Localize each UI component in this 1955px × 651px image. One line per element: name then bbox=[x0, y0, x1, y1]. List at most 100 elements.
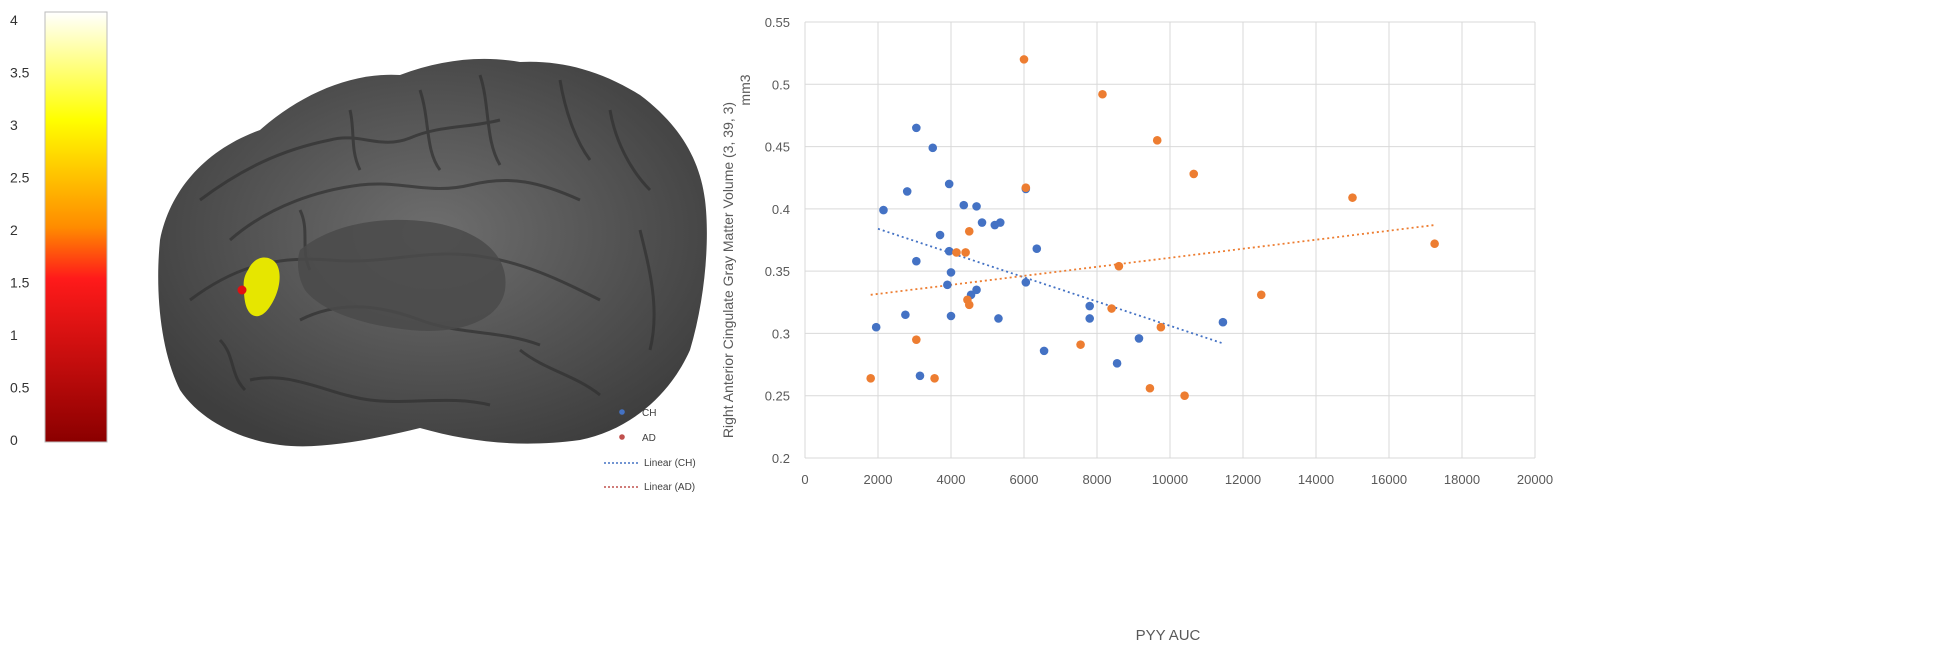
colorbar-tick-label: 0.5 bbox=[10, 380, 30, 396]
data-point-ad bbox=[961, 248, 970, 257]
colorbar-ticks: 4 3.5 3 2.5 2 1.5 1 0.5 0 bbox=[10, 12, 30, 448]
data-point-ad bbox=[1156, 322, 1166, 332]
data-point-ad bbox=[1430, 239, 1439, 249]
data-point-ad bbox=[1107, 304, 1116, 313]
legend-marker-ch bbox=[619, 409, 625, 415]
y-tick-label: 0.2 bbox=[772, 451, 790, 466]
x-tick-label: 4000 bbox=[937, 472, 966, 487]
legend-marker-ad bbox=[619, 434, 625, 440]
colorbar-tick-label: 4 bbox=[10, 12, 18, 28]
data-point-ch bbox=[959, 200, 969, 210]
data-point-ad bbox=[866, 373, 875, 383]
legend-item-ad: AD bbox=[619, 433, 656, 444]
data-point-ch bbox=[946, 268, 956, 277]
x-tick-label: 0 bbox=[801, 472, 808, 487]
data-point-ch bbox=[944, 179, 954, 189]
data-point-ch bbox=[946, 311, 956, 321]
y-tick-label: 0.45 bbox=[765, 140, 790, 155]
legend-item-ch: CH bbox=[619, 408, 656, 419]
legend-item-linear-ch: Linear (CH) bbox=[604, 458, 696, 469]
x-tick-label: 2000 bbox=[864, 472, 893, 487]
x-tick-label: 6000 bbox=[1010, 472, 1039, 487]
colorbar-gradient bbox=[44, 11, 108, 443]
x-axis-title: PYY AUC bbox=[1136, 627, 1201, 644]
chart-grid bbox=[804, 21, 1536, 459]
data-point-ad bbox=[964, 300, 974, 310]
legend-label-ad: AD bbox=[642, 433, 656, 444]
legend-label-linear-ch: Linear (CH) bbox=[644, 458, 696, 469]
activation-cluster bbox=[243, 257, 280, 317]
data-point-ad bbox=[1348, 193, 1357, 202]
colorbar-tick-label: 2.5 bbox=[10, 170, 30, 186]
y-tick-label: 0.55 bbox=[765, 15, 790, 30]
data-point-ch bbox=[935, 230, 945, 240]
data-point-ch bbox=[1085, 314, 1094, 323]
data-point-ad bbox=[1180, 391, 1189, 401]
y-tick-label: 0.4 bbox=[772, 202, 790, 217]
data-point-ch bbox=[902, 187, 912, 196]
data-point-ad bbox=[1019, 55, 1029, 64]
data-point-ch bbox=[1032, 244, 1042, 254]
data-point-ch bbox=[977, 218, 987, 227]
y-axis-title-line1: Right Anterior Cingulate Gray Matter Vol… bbox=[720, 102, 736, 438]
x-tick-label: 18000 bbox=[1444, 472, 1480, 487]
legend: CH AD Linear (CH) Linear (AD) bbox=[604, 408, 696, 493]
x-tick-label: 14000 bbox=[1298, 472, 1334, 487]
data-point-ad bbox=[1256, 290, 1266, 300]
data-point-ch bbox=[1039, 346, 1049, 356]
data-point-ad bbox=[912, 335, 921, 344]
data-point-ch bbox=[1112, 359, 1122, 368]
y-axis-title-line2: mm3 bbox=[737, 74, 753, 105]
data-point-ch bbox=[879, 205, 888, 215]
y-tick-label: 0.5 bbox=[772, 77, 790, 92]
colorbar-tick-label: 1.5 bbox=[10, 275, 30, 291]
data-point-ch bbox=[944, 246, 954, 256]
chart-trendlines bbox=[870, 224, 1435, 345]
data-point-ad bbox=[952, 248, 961, 257]
data-point-ch bbox=[928, 143, 938, 153]
chart-points bbox=[866, 55, 1439, 401]
data-point-ch bbox=[871, 322, 881, 332]
data-point-ch bbox=[1134, 334, 1144, 343]
chart-tick-labels: 0 2000 4000 6000 8000 10000 12000 14000 16000 180… bbox=[765, 15, 1553, 487]
data-point-ad bbox=[1189, 169, 1199, 179]
data-point-ch bbox=[912, 123, 921, 133]
y-tick-label: 0.35 bbox=[765, 264, 790, 279]
data-point-ad bbox=[964, 226, 974, 236]
data-point-ch bbox=[912, 256, 921, 266]
data-point-ch bbox=[1021, 278, 1031, 287]
trendline-ad bbox=[870, 224, 1435, 296]
legend-label-ch: CH bbox=[642, 408, 656, 419]
colorbar-tick-label: 0 bbox=[10, 432, 18, 448]
colorbar-tick-label: 2 bbox=[10, 222, 18, 238]
legend-label-linear-ad: Linear (AD) bbox=[644, 482, 695, 493]
data-point-ad bbox=[1098, 89, 1107, 99]
x-tick-label: 10000 bbox=[1152, 472, 1188, 487]
data-point-ch bbox=[994, 314, 1003, 323]
data-point-ch bbox=[1085, 301, 1094, 311]
data-point-ad bbox=[930, 373, 939, 383]
x-tick-label: 16000 bbox=[1371, 472, 1407, 487]
y-tick-label: 0.25 bbox=[765, 389, 790, 404]
data-point-ad bbox=[1145, 383, 1155, 393]
peak-marker bbox=[237, 285, 247, 295]
data-point-ch bbox=[972, 202, 981, 211]
data-point-ch bbox=[901, 310, 910, 320]
colorbar-tick-label: 3.5 bbox=[10, 65, 30, 81]
x-tick-label: 20000 bbox=[1517, 472, 1553, 487]
colorbar-tick-label: 1 bbox=[10, 327, 18, 343]
legend-item-linear-ad: Linear (AD) bbox=[604, 482, 695, 493]
data-point-ad bbox=[1021, 183, 1031, 192]
data-point-ch bbox=[995, 218, 1005, 227]
colorbar-tick-label: 3 bbox=[10, 117, 18, 133]
trendline-ch bbox=[877, 227, 1224, 345]
data-point-ad bbox=[1076, 340, 1085, 349]
brain-render bbox=[158, 58, 707, 447]
x-tick-label: 12000 bbox=[1225, 472, 1261, 487]
data-point-ch bbox=[943, 280, 952, 290]
data-point-ch bbox=[1218, 317, 1228, 327]
x-tick-label: 8000 bbox=[1083, 472, 1112, 487]
y-tick-label: 0.3 bbox=[772, 326, 790, 341]
data-point-ad bbox=[1152, 136, 1162, 145]
